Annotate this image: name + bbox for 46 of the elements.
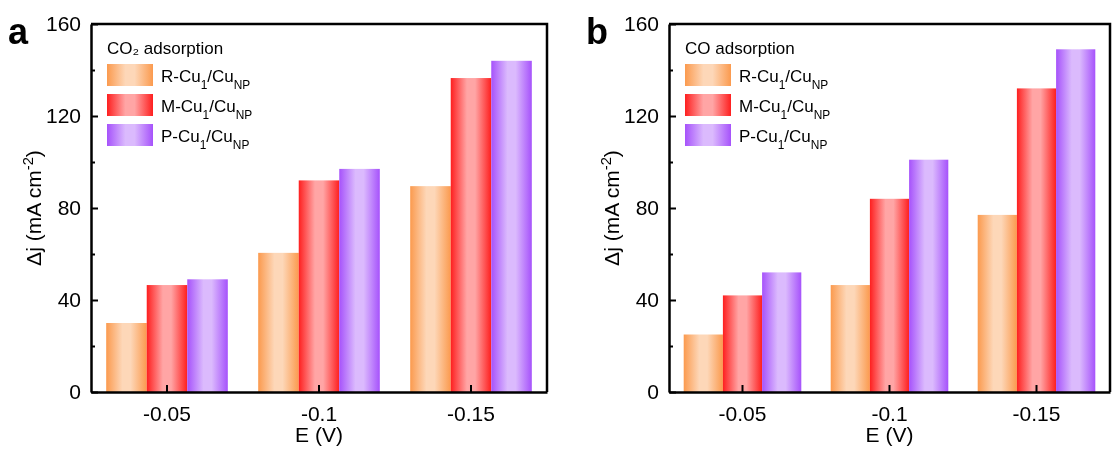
- bar: [187, 279, 228, 392]
- x-axis-title: E (V): [865, 423, 914, 446]
- bar: [106, 323, 147, 392]
- bar: [450, 78, 492, 392]
- y-tick-label: 160: [45, 12, 81, 36]
- legend-label: R-Cu$_{1}$/Cu$_{NP}$: [161, 67, 251, 92]
- y-tick-label: 40: [57, 288, 81, 312]
- legend-label: P-Cu$_{1}$/Cu$_{NP}$: [161, 127, 250, 152]
- x-tick-label: -0.1: [871, 401, 908, 425]
- x-axis-title: E (V): [295, 423, 343, 446]
- bar: [722, 295, 763, 392]
- legend-label: P-Cu$_{1}$/Cu$_{NP}$: [739, 127, 828, 152]
- bar: [683, 334, 723, 392]
- bar: [410, 186, 451, 392]
- legend-label: R-Cu$_{1}$/Cu$_{NP}$: [739, 67, 829, 92]
- text: a: [8, 11, 29, 52]
- bar: [830, 285, 870, 392]
- bar: [1056, 49, 1096, 392]
- bar: [298, 180, 340, 392]
- legend-label: M-Cu$_{1}$/Cu$_{NP}$: [739, 97, 831, 122]
- y-tick-label: 120: [623, 104, 659, 128]
- x-tick-label: -0.15: [447, 401, 495, 425]
- y-tick-label: 0: [647, 380, 659, 404]
- y-tick-label: 160: [623, 12, 659, 36]
- y-tick-label: 80: [635, 196, 659, 220]
- legend-title: CO₂ adsorption: [107, 39, 224, 58]
- x-tick-label: -0.05: [718, 401, 767, 425]
- bar: [909, 159, 949, 392]
- y-tick-label: 40: [635, 288, 659, 312]
- y-tick-label: 80: [57, 196, 81, 220]
- text: b: [586, 11, 608, 52]
- y-tick-label: 0: [69, 380, 81, 404]
- bar: [146, 285, 188, 392]
- legend-label: M-Cu$_{1}$/Cu$_{NP}$: [161, 97, 253, 122]
- x-tick-label: -0.05: [143, 401, 191, 425]
- x-tick-label: -0.1: [300, 401, 338, 425]
- bar: [1016, 88, 1057, 392]
- bar: [762, 272, 802, 392]
- bar: [869, 198, 910, 392]
- bar: [258, 252, 299, 392]
- y-tick-label: 120: [45, 104, 81, 128]
- legend-title: CO adsorption: [685, 39, 795, 58]
- bar: [339, 168, 380, 392]
- bar: [491, 60, 532, 392]
- x-tick-label: -0.15: [1012, 401, 1061, 425]
- bar: [977, 214, 1017, 392]
